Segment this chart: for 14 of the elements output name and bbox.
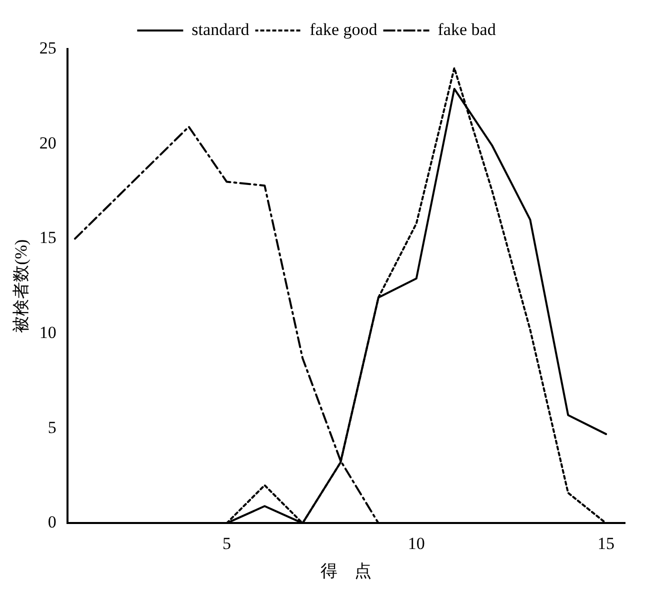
y-tick-label: 5: [48, 418, 56, 437]
x-tick-label: 5: [222, 534, 231, 553]
x-axis-title: 得 点: [320, 561, 372, 580]
legend-label: standard: [192, 20, 250, 39]
legend-label: fake good: [310, 20, 378, 39]
x-tick-label: 10: [408, 534, 425, 553]
legend-label: fake bad: [438, 20, 496, 39]
y-tick-label: 25: [39, 38, 56, 58]
y-tick-label: 10: [39, 322, 56, 342]
x-tick-label: 15: [598, 534, 615, 553]
y-axis-title: 被検者数(%): [12, 239, 31, 333]
y-tick-label: 15: [39, 228, 56, 248]
y-tick-label: 20: [39, 133, 56, 152]
y-tick-label: 0: [48, 512, 56, 532]
